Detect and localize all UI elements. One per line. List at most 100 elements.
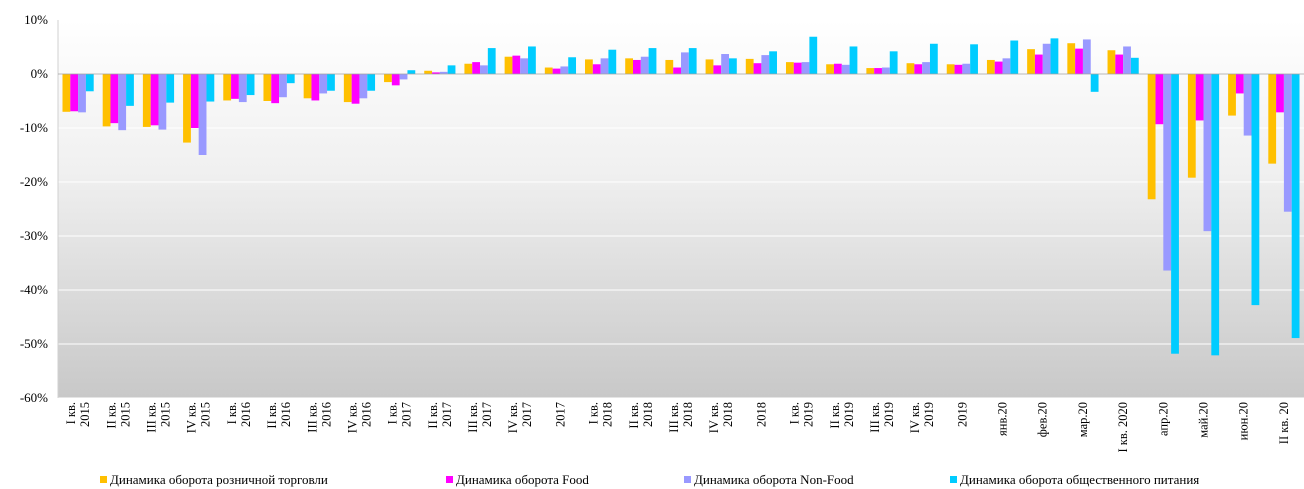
bar-4 (286, 74, 295, 84)
bar-2 (1075, 48, 1083, 74)
x-axis: I кв. 2015 II кв. 2015 III кв. 2015 IV кв. 2015… (64, 402, 1291, 453)
x-tick-label: III кв. (466, 402, 480, 433)
x-tick-label: 2016 (239, 402, 253, 427)
bar-4 (1050, 38, 1059, 74)
bar-2 (311, 74, 320, 101)
bar-4 (1090, 74, 1099, 92)
bar-4 (929, 43, 938, 74)
x-tick-label: фев.20 (1036, 402, 1050, 437)
x-tick-label: 2015 (158, 402, 172, 427)
bar-1 (544, 67, 553, 74)
bar-2 (1195, 74, 1204, 121)
y-tick-label: 0% (31, 66, 49, 81)
x-tick-label: III кв. (305, 402, 319, 433)
bar-1 (1107, 50, 1116, 74)
bar-2 (914, 64, 923, 74)
bar-4 (407, 70, 416, 74)
x-tick-label: июн.20 (1237, 402, 1251, 440)
bar-3 (238, 74, 247, 103)
bar-3 (439, 71, 448, 74)
bar-4 (769, 51, 777, 74)
x-tick-label: I кв. (788, 402, 802, 424)
bar-1 (745, 58, 754, 74)
bar-4 (1251, 74, 1260, 306)
x-tick-label: 2019 (955, 402, 969, 427)
x-tick-label: апр.20 (1156, 402, 1170, 436)
bar-2 (552, 68, 561, 74)
bar-1 (62, 74, 71, 112)
x-tick-label: I кв. (225, 402, 239, 424)
bar-1 (665, 59, 674, 74)
bar-2 (1235, 74, 1244, 94)
bar-4 (206, 74, 215, 102)
bar-2 (954, 64, 963, 74)
bar-2 (351, 74, 360, 104)
bar-3 (640, 56, 649, 74)
x-tick-label: 2015 (118, 402, 132, 427)
bar-1 (625, 58, 634, 74)
legend-item-1: Динамика оборота розничной торговли (100, 472, 328, 487)
x-tick-label: мар.20 (1076, 402, 1090, 437)
bar-1 (142, 74, 151, 127)
legend: Динамика оборота розничной торговли Динам… (100, 472, 1199, 487)
y-tick-label: -30% (20, 228, 48, 243)
bar-3 (520, 58, 529, 74)
x-tick-label: II кв. (265, 402, 279, 429)
bar-4 (970, 44, 978, 74)
bar-4 (568, 57, 577, 74)
bar-4 (367, 74, 376, 91)
bar-1 (384, 74, 392, 83)
bar-4 (1291, 74, 1300, 339)
x-tick-label: 2018 (601, 402, 615, 427)
bar-4 (608, 49, 617, 74)
bar-2 (110, 74, 119, 124)
bar-4 (809, 36, 818, 74)
y-tick-label: -50% (20, 336, 48, 351)
bar-3 (721, 54, 729, 74)
bar-3 (399, 74, 408, 80)
bar-2 (592, 64, 601, 74)
x-tick-label: I кв. (64, 402, 78, 424)
bar-3 (1243, 74, 1252, 136)
bar-3 (158, 74, 167, 130)
x-tick-label: I кв. (587, 402, 601, 424)
bar-3 (962, 63, 971, 74)
legend-label: Динамика оборота Food (456, 472, 589, 487)
x-tick-label: 2018 (754, 402, 768, 427)
bar-1 (504, 56, 513, 74)
bar-1 (303, 74, 312, 99)
x-tick-label: 2019 (802, 402, 816, 427)
bar-3 (1042, 43, 1051, 74)
bar-1 (464, 63, 473, 74)
legend-swatch (684, 476, 691, 483)
bar-3 (881, 67, 890, 74)
bar-4 (246, 74, 255, 96)
bar-4 (688, 48, 697, 74)
bar-2 (1115, 54, 1124, 74)
bar-3 (761, 55, 770, 74)
x-tick-label: IV кв. (345, 402, 359, 433)
legend-swatch (950, 476, 957, 483)
legend-swatch (100, 476, 107, 483)
bar-3 (841, 64, 850, 74)
bar-2 (633, 59, 641, 74)
bar-2 (1155, 74, 1164, 125)
bar-4 (166, 74, 175, 103)
bar-4 (1130, 57, 1139, 74)
bar-1 (102, 74, 111, 127)
bar-4 (648, 48, 657, 74)
bar-3 (78, 74, 86, 113)
legend-swatch (446, 476, 453, 483)
bar-2 (1034, 54, 1043, 74)
bar-3 (1163, 74, 1172, 271)
legend-label: Динамика оборота Non-Food (694, 472, 854, 487)
bar-3 (359, 74, 368, 99)
x-tick-label: 2017 (520, 402, 534, 427)
bar-1 (1228, 74, 1236, 116)
x-tick-label: IV кв. (506, 402, 520, 433)
bar-3 (480, 65, 488, 74)
x-tick-label: II кв. (828, 402, 842, 429)
x-tick-label: III кв. (868, 402, 882, 433)
x-tick-label: 2017 (440, 402, 454, 427)
x-tick-label: IV кв. (707, 402, 721, 433)
